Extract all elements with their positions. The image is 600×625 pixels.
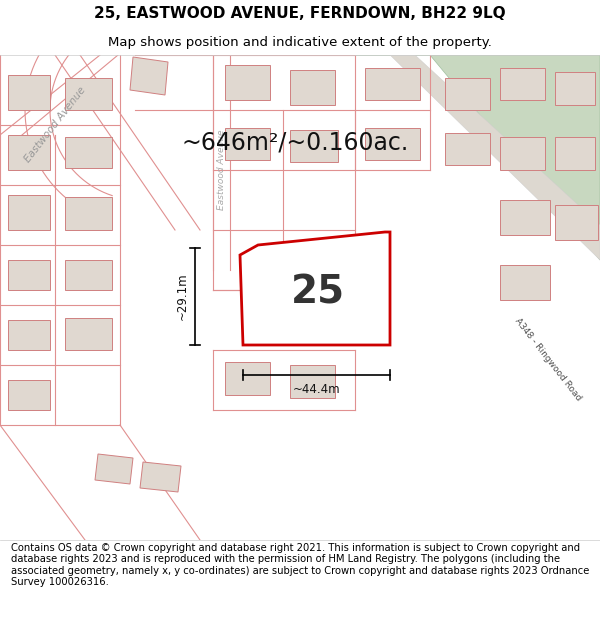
Text: ~44.4m: ~44.4m [293, 383, 340, 396]
Polygon shape [290, 70, 335, 105]
Polygon shape [225, 128, 270, 160]
Polygon shape [8, 260, 50, 290]
Polygon shape [95, 454, 133, 484]
Polygon shape [290, 130, 338, 162]
Polygon shape [390, 55, 600, 260]
Text: Eastwood Avenue: Eastwood Avenue [217, 130, 226, 210]
Polygon shape [8, 135, 50, 170]
Text: 25, EASTWOOD AVENUE, FERNDOWN, BH22 9LQ: 25, EASTWOOD AVENUE, FERNDOWN, BH22 9LQ [94, 6, 506, 21]
Text: ~29.1m: ~29.1m [176, 272, 189, 320]
Polygon shape [225, 65, 270, 100]
Polygon shape [8, 320, 50, 350]
Polygon shape [555, 205, 598, 240]
Text: Contains OS data © Crown copyright and database right 2021. This information is : Contains OS data © Crown copyright and d… [11, 542, 589, 588]
Polygon shape [65, 78, 112, 110]
Polygon shape [225, 362, 270, 395]
Polygon shape [500, 265, 550, 300]
Polygon shape [365, 68, 420, 100]
Polygon shape [65, 318, 112, 350]
Polygon shape [500, 68, 545, 100]
Polygon shape [445, 78, 490, 110]
Polygon shape [65, 137, 112, 168]
Polygon shape [65, 260, 112, 290]
Polygon shape [130, 57, 168, 95]
Polygon shape [355, 55, 600, 260]
Polygon shape [240, 232, 390, 345]
Polygon shape [8, 75, 50, 110]
Polygon shape [290, 365, 335, 398]
Polygon shape [365, 128, 420, 160]
Polygon shape [555, 137, 595, 170]
Polygon shape [8, 380, 50, 410]
Text: ~646m²/~0.160ac.: ~646m²/~0.160ac. [181, 130, 409, 154]
Polygon shape [555, 72, 595, 105]
Polygon shape [65, 197, 112, 230]
Text: A348 - Ringwood Road: A348 - Ringwood Road [513, 317, 583, 403]
Text: Map shows position and indicative extent of the property.: Map shows position and indicative extent… [108, 36, 492, 49]
Polygon shape [500, 200, 550, 235]
Text: 25: 25 [291, 273, 345, 311]
Polygon shape [140, 462, 181, 492]
Text: Eastwood Avenue: Eastwood Avenue [23, 86, 88, 164]
Polygon shape [500, 137, 545, 170]
Polygon shape [8, 195, 50, 230]
Polygon shape [445, 133, 490, 165]
